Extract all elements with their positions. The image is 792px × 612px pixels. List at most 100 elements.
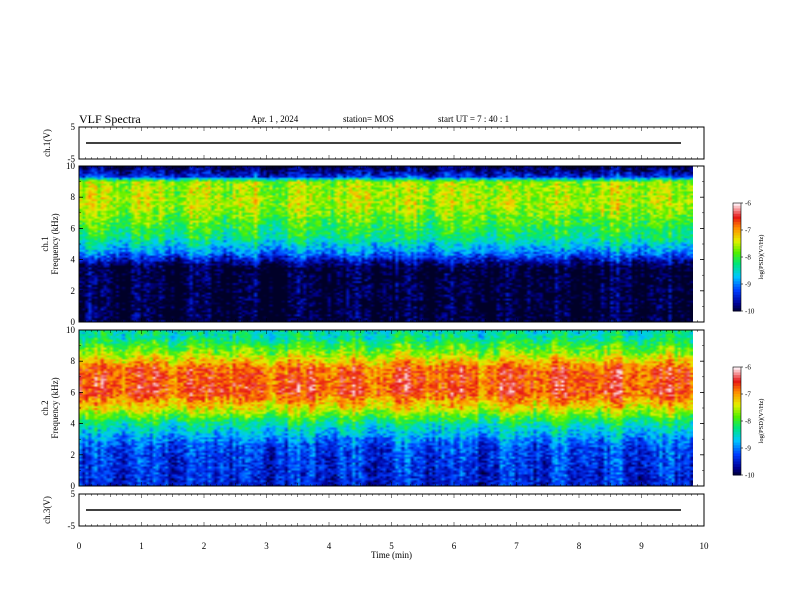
x-axis-label: Time (min)	[371, 550, 412, 560]
colorbar-swatch	[733, 407, 741, 411]
colorbar-swatch	[733, 383, 741, 387]
colorbar-swatch	[733, 216, 741, 220]
y-tick-label: 4	[71, 255, 76, 265]
colorbar-tick-label: -10	[745, 308, 755, 316]
colorbar-swatch	[733, 442, 741, 446]
y-axis-label: ch.2	[40, 400, 50, 415]
y-tick-label: 10	[66, 325, 76, 335]
colorbar-swatch	[733, 458, 741, 462]
y-tick-label: 0	[71, 317, 76, 327]
colorbar-swatch	[733, 445, 741, 449]
colorbar-swatch	[733, 284, 741, 288]
colorbar-swatch	[733, 230, 741, 234]
colorbar-swatch	[733, 213, 741, 217]
colorbar-swatch	[733, 394, 741, 398]
colorbar-swatch	[733, 224, 741, 228]
x-tick-label: 10	[700, 541, 710, 551]
colorbar-swatch	[733, 308, 741, 312]
colorbar-swatch	[733, 367, 741, 371]
y-axis-label: ch.1(V)	[42, 129, 52, 157]
y-axis-label: Frequency (kHz)	[50, 213, 60, 274]
colorbar-swatch	[733, 246, 741, 250]
x-tick-label: 7	[514, 541, 519, 551]
colorbar-swatch	[733, 402, 741, 406]
colorbar-swatch	[733, 219, 741, 223]
y-tick-label: 6	[71, 387, 76, 397]
colorbar-swatch	[733, 418, 741, 422]
colorbar-swatch	[733, 380, 741, 384]
y-tick-label: 10	[66, 161, 76, 171]
colorbar-swatch	[733, 423, 741, 427]
colorbar-swatch	[733, 396, 741, 400]
colorbar-swatch	[733, 431, 741, 435]
colorbar-swatch	[733, 265, 741, 269]
y-tick-label: -5	[68, 521, 76, 531]
x-axis: 0 1 2 3 4 5 6 7 8 9 10 Time (min)	[77, 541, 709, 560]
colorbar-swatch	[733, 388, 741, 392]
colorbar-swatch	[733, 221, 741, 226]
colorbar-tick-label: -6	[745, 200, 751, 208]
y-tick-label: 5	[71, 489, 76, 499]
colorbar-swatch	[733, 238, 741, 242]
colorbar-swatch	[733, 415, 741, 419]
colorbar-swatch	[733, 466, 741, 471]
colorbar-swatch	[733, 257, 741, 261]
spectrogram-image	[79, 166, 693, 322]
y-tick-label: 8	[71, 192, 76, 202]
x-tick-label: 2	[202, 541, 207, 551]
colorbar-swatch	[733, 281, 741, 285]
colorbar-swatch	[733, 227, 741, 231]
panel-1: 5 -5 ch.1(V)	[42, 122, 705, 164]
colorbar-swatch	[733, 421, 741, 425]
y-tick-label: 2	[71, 286, 76, 296]
colorbar-tick-label: -8	[745, 418, 751, 426]
colorbar-tick-label: -6	[745, 364, 751, 372]
colorbar-label: log(PSD)(V²/Hz)	[758, 399, 765, 444]
colorbar-label: log(PSD)(V²/Hz)	[758, 235, 765, 280]
x-tick-label: 1	[139, 541, 144, 551]
colorbar-swatch	[733, 448, 741, 452]
colorbar-swatch	[733, 412, 741, 417]
colorbar-swatch	[733, 372, 741, 376]
y-tick-label: 5	[71, 122, 76, 132]
colorbar-swatch	[733, 464, 741, 468]
y-tick-label: -5	[68, 154, 76, 164]
y-axis-label: ch.3(V)	[42, 496, 52, 524]
colorbar-swatch	[733, 437, 741, 441]
colorbar-swatch	[733, 275, 741, 280]
chart-title: VLF Spectra	[79, 112, 141, 126]
panel-2: -6 -7 -8 -9 -10 log(PSD)(V²/Hz) 0 2 4 6 8 10 ch.1 Fre…	[40, 161, 765, 327]
colorbar-swatch	[733, 461, 741, 465]
x-tick-label: 0	[77, 541, 82, 551]
colorbar-swatch	[733, 439, 741, 444]
colorbar-swatch	[733, 456, 741, 460]
x-tick-label: 9	[639, 541, 644, 551]
colorbar-swatch	[733, 259, 741, 263]
x-tick-label: 8	[577, 541, 582, 551]
colorbar-swatch	[733, 472, 741, 476]
y-tick-label: 6	[71, 223, 76, 233]
colorbar-swatch	[733, 375, 741, 379]
colorbar-swatch	[733, 434, 741, 438]
colorbar-swatch	[733, 385, 741, 390]
colorbar-tick-label: -7	[745, 227, 751, 235]
colorbar-swatch	[733, 208, 741, 212]
colorbar-swatch	[733, 248, 741, 253]
panel-4: 5 -5 ch.3(V)	[42, 489, 705, 531]
y-axis-label: ch.1	[40, 236, 50, 251]
colorbar-swatch	[733, 399, 741, 403]
colorbar-swatch	[733, 270, 741, 274]
colorbar-swatch	[733, 232, 741, 236]
y-tick-label: 0	[71, 481, 76, 491]
colorbar-swatch	[733, 297, 741, 301]
colorbar-swatch	[733, 305, 741, 309]
colorbar-swatch	[733, 426, 741, 430]
colorbar-swatch	[733, 278, 741, 282]
panel-3: -6 -7 -8 -9 -10 log(PSD)(V²/Hz) 0 2 4 6 8 10 ch.2 Fre…	[40, 325, 765, 491]
colorbar-swatch	[733, 267, 741, 271]
colorbar: -6 -7 -8 -9 -10 log(PSD)(V²/Hz)	[732, 200, 765, 316]
colorbar-swatch	[733, 294, 741, 298]
colorbar-swatch	[733, 273, 741, 277]
colorbar: -6 -7 -8 -9 -10 log(PSD)(V²/Hz)	[732, 364, 765, 480]
